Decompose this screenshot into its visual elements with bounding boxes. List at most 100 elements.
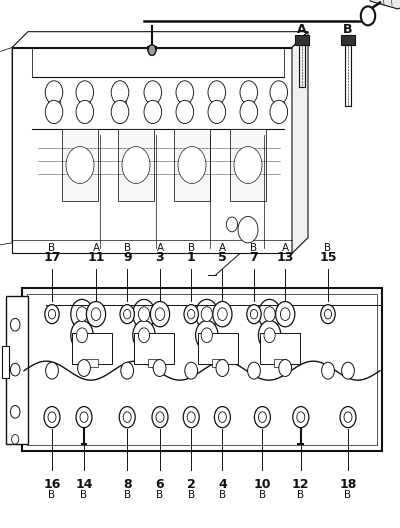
Bar [295, 35, 309, 45]
Circle shape [123, 412, 131, 422]
Text: 15: 15 [319, 251, 337, 264]
Circle shape [124, 309, 131, 319]
Circle shape [185, 362, 198, 379]
Bar [148, 359, 160, 367]
Circle shape [138, 328, 150, 343]
Circle shape [297, 412, 305, 422]
Bar [230, 129, 266, 201]
Circle shape [91, 308, 101, 320]
Circle shape [264, 307, 275, 322]
Text: A: A [297, 23, 307, 35]
Circle shape [270, 81, 288, 104]
Bar [341, 35, 355, 45]
Circle shape [45, 100, 63, 124]
Circle shape [76, 307, 88, 322]
Circle shape [71, 299, 93, 329]
Circle shape [247, 305, 261, 324]
Text: B: B [48, 243, 56, 253]
Bar [2, 346, 9, 378]
Text: 1: 1 [187, 251, 196, 264]
Circle shape [183, 407, 199, 428]
Circle shape [240, 81, 258, 104]
Circle shape [10, 363, 20, 376]
Text: B: B [343, 23, 353, 35]
Circle shape [156, 412, 164, 422]
Bar [212, 359, 224, 367]
Bar [12, 48, 292, 253]
Circle shape [254, 407, 270, 428]
Text: A: A [156, 243, 164, 253]
Circle shape [196, 299, 218, 329]
Circle shape [44, 407, 60, 428]
Text: B: B [188, 490, 195, 500]
Polygon shape [12, 32, 308, 48]
Circle shape [153, 360, 166, 376]
Text: B: B [124, 243, 131, 253]
Text: B: B [124, 490, 131, 500]
Circle shape [240, 100, 258, 124]
Circle shape [324, 309, 332, 319]
Circle shape [45, 305, 59, 324]
Text: B: B [219, 490, 226, 500]
Text: A: A [92, 243, 100, 253]
Circle shape [248, 362, 260, 379]
Bar [260, 333, 300, 364]
Circle shape [258, 320, 281, 350]
Circle shape [321, 305, 335, 324]
Circle shape [148, 45, 156, 55]
Bar [134, 333, 174, 364]
Circle shape [208, 81, 226, 104]
Text: B: B [80, 490, 88, 500]
Circle shape [344, 412, 352, 422]
Circle shape [86, 301, 106, 327]
Circle shape [280, 308, 290, 320]
Circle shape [48, 309, 56, 319]
Circle shape [71, 320, 93, 350]
Text: A: A [219, 243, 226, 253]
Circle shape [76, 407, 92, 428]
Polygon shape [292, 32, 308, 253]
Circle shape [234, 146, 262, 184]
Bar [22, 288, 382, 451]
Circle shape [258, 412, 266, 422]
Text: B: B [259, 490, 266, 500]
Bar [174, 129, 210, 201]
Text: B: B [250, 243, 258, 253]
Text: 8: 8 [123, 478, 132, 491]
Circle shape [270, 100, 288, 124]
Circle shape [293, 407, 309, 428]
Circle shape [176, 100, 194, 124]
Circle shape [122, 146, 150, 184]
Circle shape [133, 299, 155, 329]
Circle shape [196, 320, 218, 350]
Circle shape [208, 100, 226, 124]
Text: 17: 17 [43, 251, 61, 264]
Bar [198, 333, 238, 364]
Circle shape [121, 362, 134, 379]
Circle shape [78, 360, 90, 376]
Circle shape [201, 328, 212, 343]
Circle shape [201, 307, 212, 322]
Circle shape [342, 362, 354, 379]
Circle shape [12, 435, 19, 444]
Circle shape [238, 216, 258, 243]
Text: B: B [156, 490, 164, 500]
Circle shape [111, 81, 129, 104]
Circle shape [46, 362, 58, 379]
Circle shape [250, 309, 258, 319]
Text: 6: 6 [156, 478, 164, 491]
Circle shape [276, 301, 295, 327]
Polygon shape [0, 48, 12, 246]
Circle shape [184, 305, 198, 324]
Bar [118, 129, 154, 201]
Text: 13: 13 [276, 251, 294, 264]
Circle shape [216, 360, 229, 376]
Circle shape [258, 299, 281, 329]
Polygon shape [370, 0, 400, 9]
Text: 12: 12 [292, 478, 310, 491]
Text: A: A [282, 243, 289, 253]
Circle shape [144, 100, 162, 124]
Circle shape [322, 362, 334, 379]
Circle shape [10, 318, 20, 331]
Circle shape [138, 307, 150, 322]
